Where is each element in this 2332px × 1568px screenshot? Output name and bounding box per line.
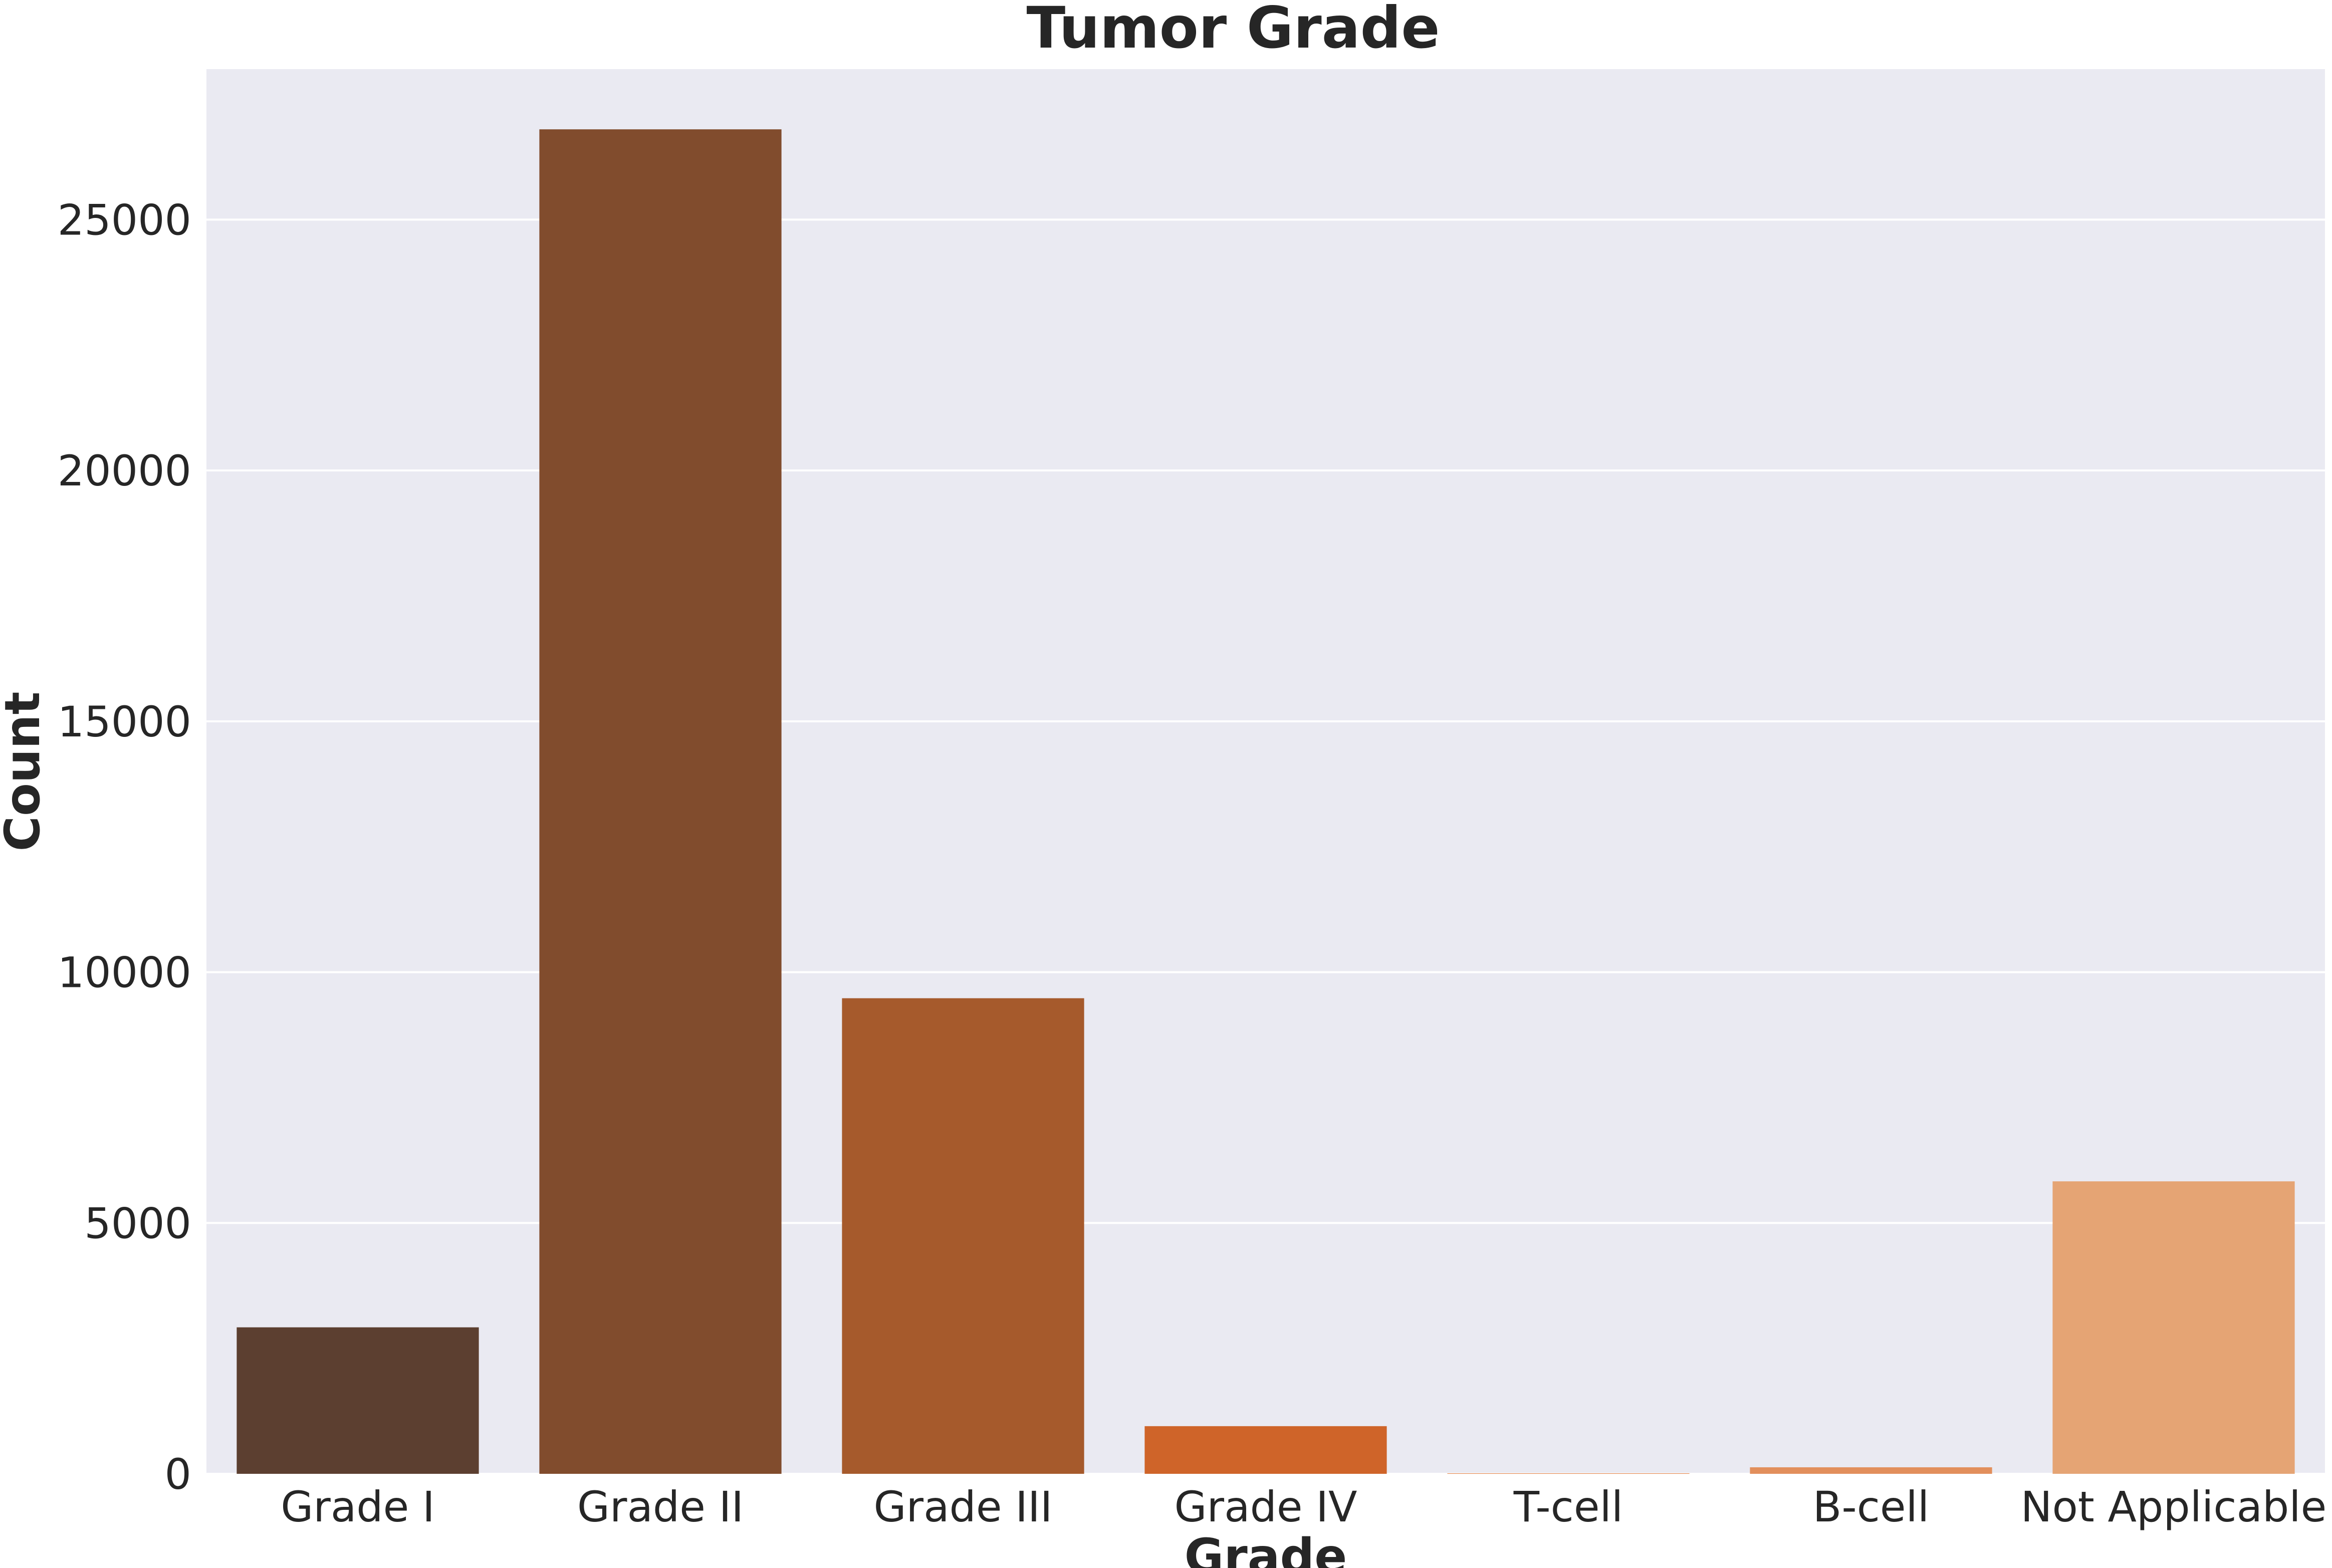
y-tick-label: 0 xyxy=(165,1450,191,1499)
y-tick-label: 25000 xyxy=(58,195,191,244)
x-tick-label: Grade IV xyxy=(1174,1482,1357,1531)
y-axis-ticks: 0 5000 10000 15000 20000 25000 xyxy=(58,195,191,1499)
y-tick-label: 10000 xyxy=(58,948,191,997)
bar-b-cell xyxy=(1750,1467,1992,1474)
x-tick-label: Not Applicable xyxy=(2021,1482,2327,1531)
x-axis-ticks: Grade I Grade II Grade III Grade IV T-cell B-… xyxy=(281,1482,2326,1531)
x-tick-label: Grade I xyxy=(281,1482,435,1531)
bar-grade-iv xyxy=(1144,1426,1387,1474)
x-tick-label: Grade II xyxy=(577,1482,744,1531)
bar-grade-i xyxy=(237,1327,479,1474)
y-tick-label: 20000 xyxy=(58,446,191,495)
bars xyxy=(237,129,2295,1474)
x-tick-label: T-cell xyxy=(1513,1482,1623,1531)
bar-grade-ii xyxy=(539,129,782,1474)
plot-area xyxy=(206,69,2325,1474)
x-axis-title: Grade xyxy=(1185,1528,1347,1568)
chart-title: Tumor Grade xyxy=(1026,0,1440,61)
x-tick-label: B-cell xyxy=(1813,1482,1929,1531)
bar-t-cell xyxy=(1447,1473,1690,1474)
x-tick-label: Grade III xyxy=(873,1482,1052,1531)
bar-not-applicable xyxy=(2052,1181,2295,1474)
y-axis-title: Count xyxy=(0,692,51,852)
bar-grade-iii xyxy=(842,998,1084,1474)
y-tick-label: 5000 xyxy=(84,1199,191,1248)
y-tick-label: 15000 xyxy=(58,697,191,746)
